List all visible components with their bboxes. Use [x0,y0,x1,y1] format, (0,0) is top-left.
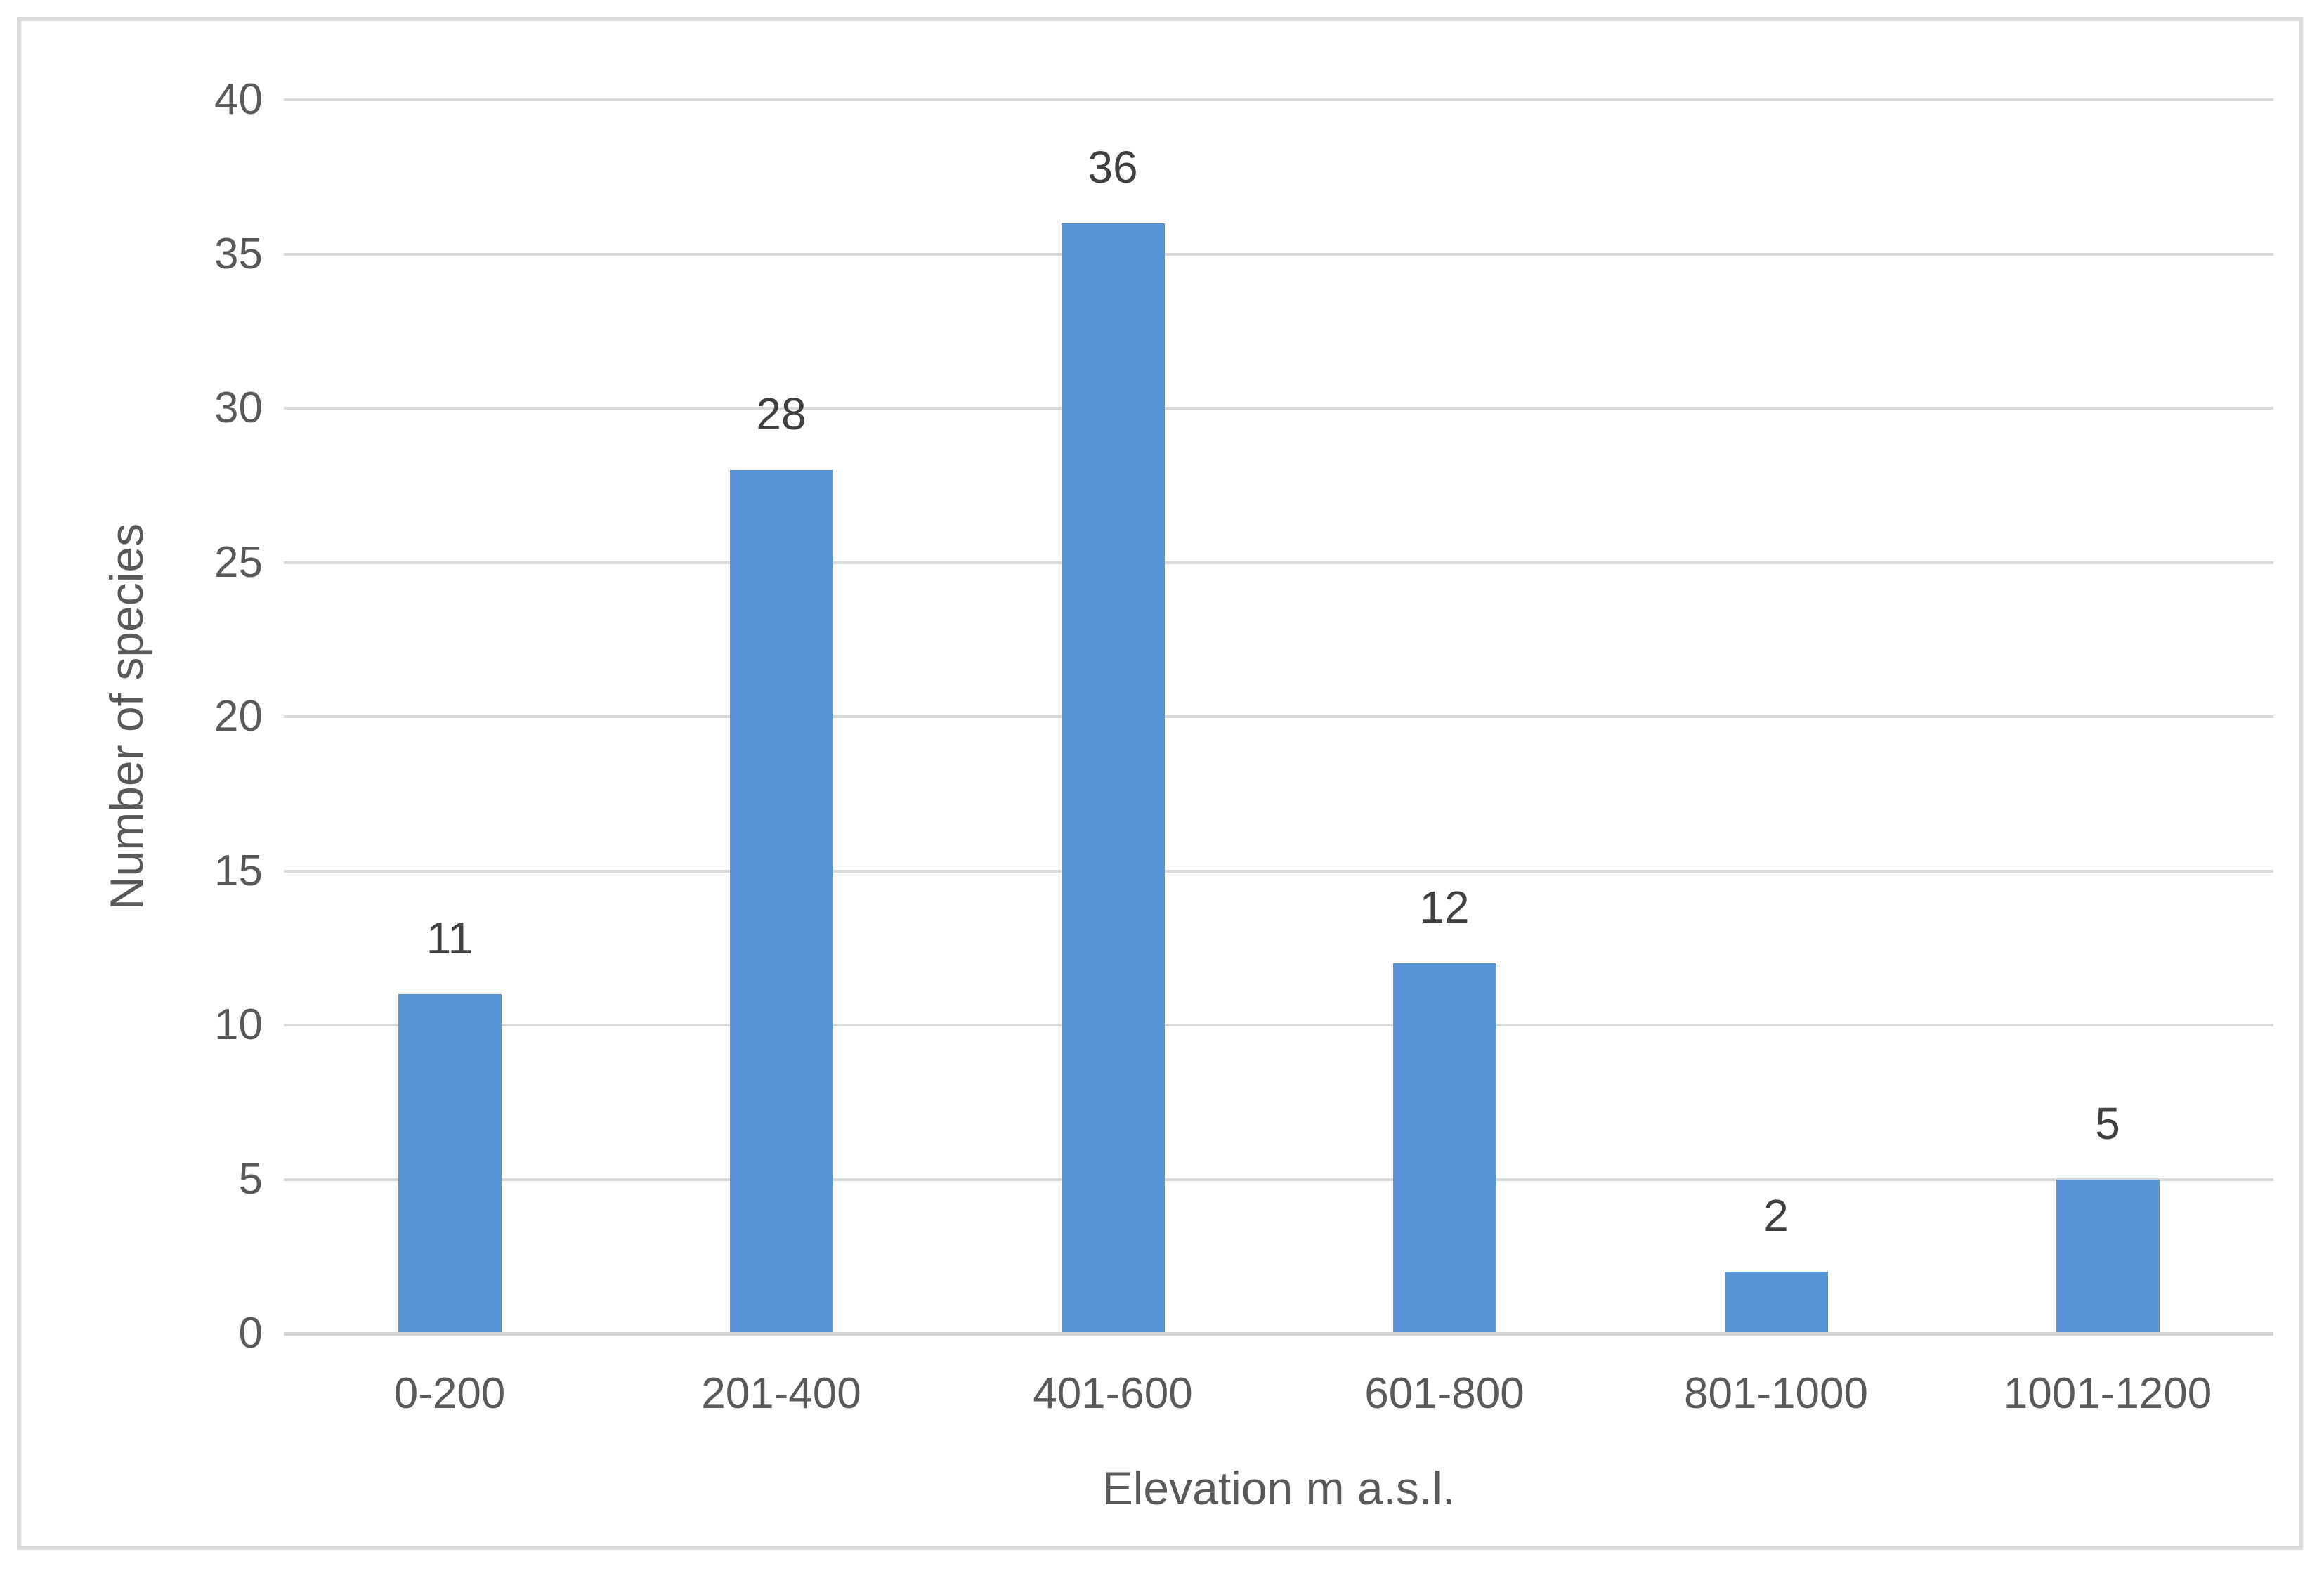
x-axis-title: Elevation m a.s.l. [1102,1462,1456,1514]
bar-801-1000 [1724,1272,1828,1334]
y-tick-label-0: 0 [238,1309,263,1357]
y-tick-label-30: 30 [214,384,263,432]
x-tick-label-201-400: 201-400 [701,1369,861,1418]
plot-area: 11 28 36 12 2 5 [284,98,2273,1334]
gridline-10 [284,1024,2273,1026]
bar-0-200 [398,994,502,1334]
y-tick-label-20: 20 [214,692,263,741]
data-label-0-200: 11 [426,913,474,964]
gridline-40 [284,98,2273,101]
chart-frame-border: Number of species 0 5 10 15 20 25 30 35 40 11 28 3… [17,17,2303,1550]
y-tick-label-40: 40 [214,75,263,124]
data-label-201-400: 28 [756,388,807,439]
data-label-1001-1200: 5 [2095,1097,2120,1149]
bar-601-800 [1392,963,1496,1334]
gridline-25 [284,561,2273,564]
x-tick-label-601-800: 601-800 [1364,1369,1525,1418]
x-tick-label-0-200: 0-200 [393,1369,506,1418]
bar-401-600 [1061,223,1165,1334]
y-tick-label-5: 5 [238,1154,263,1204]
y-tick-label-25: 25 [214,537,263,587]
x-axis-line [284,1332,2273,1336]
data-label-401-600: 36 [1088,141,1138,193]
x-tick-label-801-1000: 801-1000 [1683,1369,1869,1418]
x-tick-label-1001-1200: 1001-1200 [2003,1369,2212,1418]
y-tick-label-15: 15 [214,846,263,895]
bar-201-400 [729,469,833,1334]
gridline-30 [284,407,2273,410]
gridline-20 [284,715,2273,718]
y-tick-label-35: 35 [214,229,263,278]
gridline-35 [284,252,2273,256]
bar-1001-1200 [2056,1179,2160,1334]
gridline-5 [284,1178,2273,1181]
y-tick-label-10: 10 [214,1000,263,1049]
gridline-15 [284,869,2273,873]
data-label-601-800: 12 [1419,882,1470,933]
data-label-801-1000: 2 [1763,1190,1789,1241]
x-tick-label-401-600: 401-600 [1033,1369,1193,1418]
